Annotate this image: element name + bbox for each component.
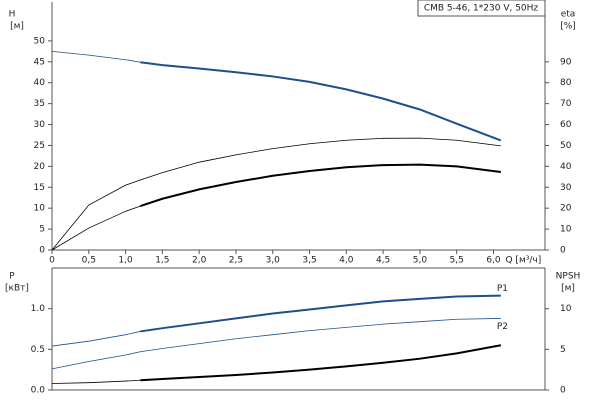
curve [51, 50, 141, 63]
y-tick-label: 40 [34, 78, 46, 88]
x-tick-label: 5,0 [413, 256, 428, 266]
y2-tick-label: 10 [560, 304, 572, 314]
y2-tick-label: 5 [560, 345, 566, 355]
y-tick-label: 10 [34, 204, 46, 214]
y-tick-label: 25 [34, 141, 45, 151]
y2-tick-label: 10 [560, 225, 572, 235]
x-tick-label: 3,5 [302, 256, 316, 266]
y-axis-label: H [9, 10, 16, 20]
curve [51, 379, 141, 384]
x-tick-label: 0 [49, 256, 55, 266]
curve [140, 61, 502, 142]
curve [51, 137, 501, 251]
curve [51, 331, 141, 347]
x-tick-label: 5,5 [450, 256, 464, 266]
y-tick-label: 1.0 [31, 304, 46, 314]
y-tick-label: 45 [34, 57, 45, 67]
y2-tick-label: 60 [560, 120, 572, 130]
curve [140, 344, 502, 382]
x-tick-label: 0,5 [82, 256, 96, 266]
curve [51, 205, 141, 251]
y-tick-label: 30 [34, 120, 46, 130]
curve [139, 163, 501, 208]
curve [51, 318, 501, 370]
y2-tick-label: 0 [560, 246, 566, 256]
x-tick-label: 1,5 [155, 256, 169, 266]
chart-title: CMB 5-46, 1*230 V, 50Hz [424, 4, 539, 14]
x-axis-label: Q [м³/ч] [505, 256, 541, 266]
y-tick-label: 50 [34, 36, 46, 46]
y2-axis-label: [%] [560, 22, 576, 32]
y2-tick-label: 20 [560, 204, 572, 214]
y2-tick-label: 30 [560, 183, 572, 193]
y2-axis-label: eta [561, 10, 576, 20]
curve-label: P2 [497, 322, 508, 332]
y-tick-label: 15 [34, 183, 45, 193]
x-tick-label: 1,0 [118, 256, 133, 266]
y2-tick-label: 90 [560, 57, 572, 67]
x-tick-label: 4,5 [376, 256, 390, 266]
x-tick-label: 2,5 [229, 256, 243, 266]
y-tick-label: 35 [34, 99, 45, 109]
x-tick-label: 6,0 [486, 256, 501, 266]
y-tick-label: 0 [39, 246, 45, 256]
y-axis-label: P [9, 272, 15, 282]
y2-axis-label: NPSH [556, 272, 581, 282]
y2-tick-label: 70 [560, 99, 572, 109]
x-tick-label: 3,0 [266, 256, 281, 266]
curve-label: P1 [497, 284, 508, 294]
y-tick-label: 0.5 [31, 345, 45, 355]
y2-tick-label: 50 [560, 141, 572, 151]
y-axis-label: [м] [10, 22, 24, 32]
y-tick-label: 20 [34, 162, 46, 172]
x-tick-label: 4,0 [339, 256, 354, 266]
curve [140, 294, 501, 333]
y-axis-label: [кВт] [5, 284, 29, 294]
y2-tick-label: 0 [560, 386, 566, 396]
y-tick-label: 0.0 [31, 386, 46, 396]
y2-tick-label: 40 [560, 162, 572, 172]
x-tick-label: 2,0 [192, 256, 207, 266]
y2-tick-label: 80 [560, 78, 572, 88]
y-tick-label: 5 [39, 225, 45, 235]
y2-axis-label: [м] [561, 284, 575, 294]
